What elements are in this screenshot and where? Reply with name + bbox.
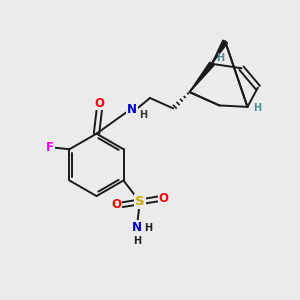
Text: O: O (159, 192, 169, 206)
Text: H: H (139, 110, 147, 120)
Text: H: H (144, 223, 152, 233)
Text: F: F (46, 141, 54, 154)
Text: O: O (111, 198, 121, 211)
Text: N: N (127, 103, 136, 116)
Text: H: H (133, 236, 141, 246)
Text: H: H (253, 103, 261, 113)
Polygon shape (190, 62, 214, 92)
Polygon shape (212, 40, 227, 64)
Text: H: H (216, 53, 224, 64)
Text: N: N (132, 221, 142, 234)
Text: O: O (94, 97, 104, 110)
Text: S: S (135, 195, 145, 208)
